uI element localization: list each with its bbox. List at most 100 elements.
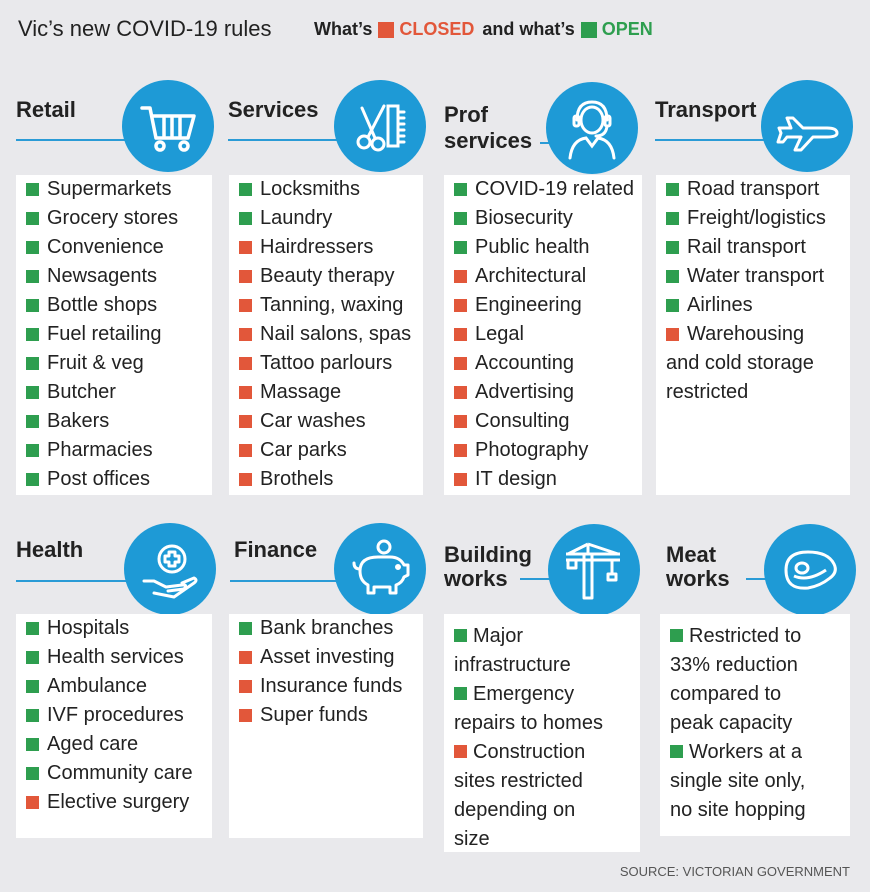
legend-closed-swatch bbox=[378, 21, 395, 38]
open-status-square bbox=[666, 212, 679, 225]
transport-note: and cold storage restricted bbox=[656, 349, 850, 407]
legend-open-label: OPEN bbox=[601, 19, 653, 39]
list-item-label: Hospitals bbox=[47, 617, 130, 639]
list-item-label: Bakers bbox=[47, 410, 110, 432]
list-item: Fuel retailing bbox=[16, 320, 212, 349]
open-status-square bbox=[26, 270, 39, 283]
divider bbox=[228, 139, 343, 141]
open-status-square bbox=[666, 299, 679, 312]
list-item: Tanning, waxing bbox=[229, 291, 423, 320]
divider bbox=[520, 578, 554, 580]
headset-person-icon bbox=[546, 82, 638, 174]
item-list: Supermarkets Grocery stores Convenience New… bbox=[16, 175, 212, 494]
list-item-label: Brothels bbox=[260, 468, 334, 490]
paragraph-line: single site only, bbox=[670, 767, 840, 796]
open-status-square bbox=[26, 212, 39, 225]
legend: What’s CLOSED and what’s OPEN bbox=[314, 19, 653, 40]
list-item: Asset investing bbox=[229, 643, 423, 672]
list-item: Elective surgery bbox=[16, 788, 212, 817]
legend-open-swatch bbox=[580, 21, 597, 38]
closed-status-square bbox=[26, 796, 39, 809]
closed-status-square bbox=[454, 415, 467, 428]
open-status-square bbox=[670, 745, 683, 758]
list-item: Consulting bbox=[444, 407, 642, 436]
scissors-comb-icon bbox=[334, 80, 426, 172]
list-item: Architectural bbox=[444, 262, 642, 291]
list-item: Supermarkets bbox=[16, 175, 212, 204]
list-item: Hospitals bbox=[16, 614, 212, 643]
closed-status-square bbox=[454, 357, 467, 370]
paragraph-line: Major bbox=[454, 622, 630, 651]
open-status-square bbox=[454, 687, 467, 700]
crane-icon bbox=[548, 524, 640, 616]
open-status-square bbox=[26, 651, 39, 664]
category-retail: Retail bbox=[16, 80, 216, 172]
steak-icon bbox=[764, 524, 856, 616]
list-item-label: Hairdressers bbox=[260, 236, 374, 258]
list-item: Road transport bbox=[656, 175, 850, 204]
paragraph-text: Construction bbox=[473, 741, 586, 763]
list-item: IT design bbox=[444, 465, 642, 494]
open-status-square bbox=[26, 415, 39, 428]
list-item: Bakers bbox=[16, 407, 212, 436]
paragraph-line: peak capacity bbox=[670, 709, 840, 738]
list-item-label: Laundry bbox=[260, 207, 333, 229]
page-title: Vic’s new COVID-19 rules bbox=[18, 16, 272, 41]
list-item-label: Car parks bbox=[260, 439, 347, 461]
list-item: Locksmiths bbox=[229, 175, 423, 204]
list-card-building-works: Major infrastructure Emergency repairs to h… bbox=[444, 614, 640, 852]
list-item-label: Beauty therapy bbox=[260, 265, 395, 287]
list-item: Health services bbox=[16, 643, 212, 672]
list-item: Super funds bbox=[229, 701, 423, 730]
list-item-label: Massage bbox=[260, 381, 342, 403]
list-item-label: Supermarkets bbox=[47, 178, 172, 200]
list-item-label: Convenience bbox=[47, 236, 164, 258]
paragraph-text: 33% reduction bbox=[670, 654, 798, 676]
list-item-label: Public health bbox=[475, 236, 590, 258]
paragraph-line: depending on bbox=[454, 796, 630, 825]
list-item: Aged care bbox=[16, 730, 212, 759]
list-item-label: Warehousing bbox=[687, 323, 805, 345]
category-title: Health bbox=[16, 537, 84, 562]
list-item: Car washes bbox=[229, 407, 423, 436]
closed-status-square bbox=[454, 745, 467, 758]
legend-closed-label: CLOSED bbox=[399, 19, 475, 39]
list-card-meat-works: Restricted to 33% reduction compared to pea… bbox=[660, 614, 850, 836]
list-item-label: IT design bbox=[475, 468, 557, 490]
list-item-label: Architectural bbox=[475, 265, 587, 287]
list-card-finance: Bank branches Asset investing Insurance fu… bbox=[229, 614, 423, 838]
paragraph-text: sites restricted bbox=[454, 770, 583, 792]
legend-whats-text: What’s bbox=[314, 19, 373, 39]
paragraph-line: sites restricted bbox=[454, 767, 630, 796]
list-item-label: Water transport bbox=[687, 265, 825, 287]
closed-status-square bbox=[239, 473, 252, 486]
open-status-square bbox=[454, 212, 467, 225]
divider bbox=[16, 139, 126, 141]
list-card-transport: Road transport Freight/logistics Rail tran… bbox=[656, 175, 850, 495]
paragraph-list: Major infrastructure Emergency repairs to h… bbox=[444, 614, 640, 854]
closed-status-square bbox=[454, 444, 467, 457]
open-status-square bbox=[239, 622, 252, 635]
list-card-retail: Supermarkets Grocery stores Convenience New… bbox=[16, 175, 212, 495]
list-item-label: IVF procedures bbox=[47, 704, 184, 726]
list-item-label: Car washes bbox=[260, 410, 366, 432]
list-item: Car parks bbox=[229, 436, 423, 465]
list-item: Advertising bbox=[444, 378, 642, 407]
closed-status-square bbox=[454, 386, 467, 399]
list-item-label: Community care bbox=[47, 762, 193, 784]
list-item-label: Freight/logistics bbox=[687, 207, 826, 229]
category-title: Finance bbox=[234, 537, 318, 562]
list-item-label: Accounting bbox=[475, 352, 574, 374]
category-transport: Transport bbox=[655, 80, 865, 172]
list-item: Bank branches bbox=[229, 614, 423, 643]
list-item: Freight/logistics bbox=[656, 204, 850, 233]
piggy-bank-icon bbox=[334, 523, 426, 615]
open-status-square bbox=[26, 183, 39, 196]
legend-and-text: and what’s bbox=[482, 19, 575, 39]
open-status-square bbox=[26, 357, 39, 370]
list-item: Bottle shops bbox=[16, 291, 212, 320]
list-item: Public health bbox=[444, 233, 642, 262]
list-item: COVID-19 related bbox=[444, 175, 642, 204]
category-title-line2: services bbox=[444, 128, 533, 153]
list-item-label: Fruit & veg bbox=[47, 352, 144, 374]
